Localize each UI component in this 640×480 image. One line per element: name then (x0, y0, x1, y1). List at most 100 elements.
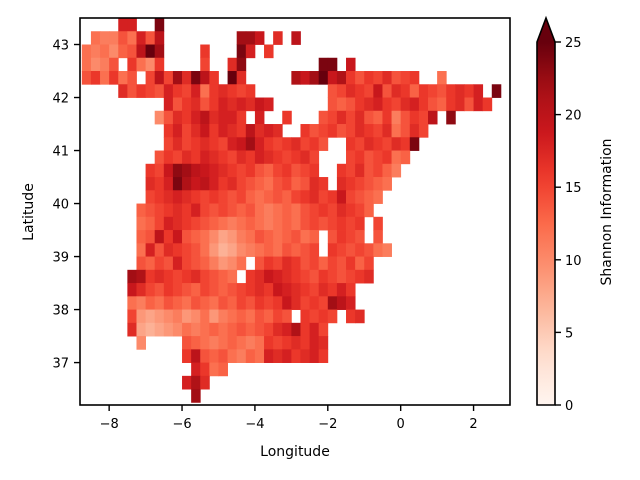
heatmap-cell (346, 296, 356, 310)
heatmap-cell (236, 243, 247, 257)
heatmap-cell (191, 163, 201, 178)
heatmap-cell (136, 283, 146, 297)
heatmap-cell (218, 269, 228, 284)
heatmap-cell (382, 124, 392, 138)
heatmap-cell (209, 71, 219, 85)
heatmap-cell (200, 216, 210, 231)
heatmap-cell (118, 71, 128, 85)
heatmap-cell (318, 110, 329, 125)
heatmap-cell (236, 336, 247, 350)
heatmap-cell (182, 71, 192, 85)
heatmap-cell (245, 296, 256, 310)
heatmap-cell (336, 269, 347, 284)
heatmap-cell (145, 84, 156, 98)
heatmap-cell (346, 283, 356, 297)
heatmap-cell (236, 150, 247, 165)
heatmap-cell (291, 322, 301, 337)
heatmap-cell (309, 203, 320, 218)
heatmap-cell (282, 256, 292, 271)
heatmap-cell (218, 336, 228, 350)
x-tick-label: −2 (318, 417, 337, 432)
heatmap-cell (191, 71, 201, 85)
heatmap-cell (400, 71, 411, 85)
heatmap-cell (136, 256, 146, 271)
heatmap-cell (355, 230, 365, 244)
heatmap-cell (209, 124, 219, 138)
heatmap-cell (254, 203, 265, 218)
heatmap-cell (236, 44, 247, 59)
heatmap-cell (273, 124, 283, 138)
heatmap-cell (218, 190, 228, 204)
heatmap-cell (191, 110, 201, 125)
heatmap-cell (209, 203, 219, 218)
heatmap-cell (136, 230, 146, 244)
heatmap-cell (282, 349, 292, 363)
heatmap-cell (309, 230, 320, 244)
heatmap-cell (428, 97, 438, 112)
heatmap-cell (200, 309, 210, 324)
heatmap-cell (318, 283, 329, 297)
heatmap-cell (273, 336, 283, 350)
heatmap-cell (282, 177, 292, 191)
heatmap-cell (482, 97, 493, 112)
heatmap-cell (109, 57, 119, 72)
heatmap-cell (236, 177, 247, 191)
heatmap-cell (364, 163, 374, 178)
heatmap-cell (145, 216, 156, 231)
heatmap-cell (327, 283, 338, 297)
heatmap-cell (236, 216, 247, 231)
heatmap-cell (209, 256, 219, 271)
heatmap-cell (400, 97, 411, 112)
heatmap-cell (373, 243, 383, 257)
heatmap-cell (318, 177, 329, 191)
heatmap-cell (191, 349, 201, 363)
heatmap-cell (200, 375, 210, 390)
heatmap-cell (145, 57, 156, 72)
heatmap-cell (264, 97, 274, 112)
heatmap-cell (100, 71, 110, 85)
heatmap-cell (200, 137, 210, 151)
heatmap-cell (355, 256, 365, 271)
heatmap-cell (355, 243, 365, 257)
heatmap-cell (172, 203, 183, 218)
heatmap-cell (118, 31, 128, 45)
heatmap-cell (163, 124, 174, 138)
heatmap-cell (291, 269, 301, 284)
colorbar-extend-arrow (537, 18, 555, 42)
heatmap-cell (245, 150, 256, 165)
heatmap-cell (391, 137, 402, 151)
heatmap-cell (154, 44, 165, 59)
plot-area-frame (79, 17, 511, 406)
heatmap-cell (309, 283, 320, 297)
heatmap-cell (282, 322, 292, 337)
heatmap-cell (172, 84, 183, 98)
heatmap-cell (200, 322, 210, 337)
x-tick-label: 0 (397, 417, 405, 432)
heatmap-cell (182, 110, 192, 125)
heatmap-cell (336, 203, 347, 218)
heatmap-cell (227, 216, 238, 231)
heatmap-cell (154, 309, 165, 324)
heatmap-cell (209, 309, 219, 324)
x-tick-label: −6 (172, 417, 191, 432)
heatmap-cell (154, 322, 165, 337)
heatmap-cell (172, 110, 183, 125)
heatmap-cell (409, 84, 420, 98)
heatmap-cell (209, 137, 219, 151)
heatmap-cell (172, 309, 183, 324)
heatmap-cell (346, 243, 356, 257)
heatmap-cell (373, 190, 383, 204)
heatmap-cell (191, 230, 201, 244)
heatmap-cell (182, 97, 192, 112)
heatmap-cell (291, 216, 301, 231)
heatmap-cell (182, 269, 192, 284)
heatmap-cell (300, 177, 310, 191)
heatmap-cell (163, 243, 174, 257)
heatmap-cell (254, 349, 265, 363)
heatmap-cell (163, 190, 174, 204)
heatmap-cell (264, 349, 274, 363)
heatmap-cell (218, 256, 228, 271)
heatmap-cell (309, 296, 320, 310)
heatmap-cell (109, 44, 119, 59)
